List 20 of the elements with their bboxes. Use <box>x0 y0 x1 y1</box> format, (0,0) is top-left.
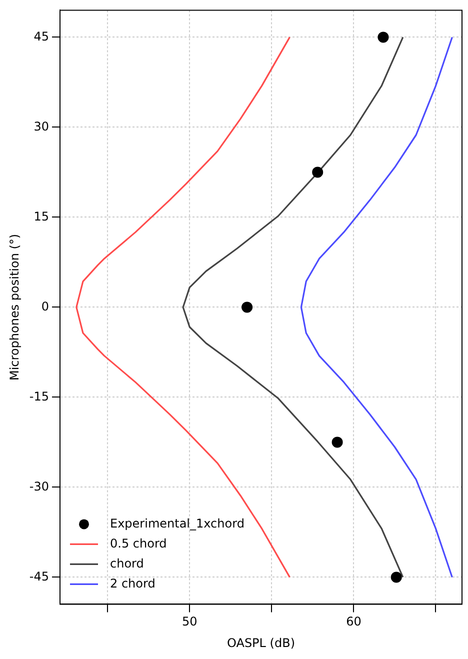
x-tick-label: 50 <box>182 614 198 629</box>
y-tick-label: 30 <box>34 119 49 134</box>
legend-label: 2 chord <box>110 576 156 590</box>
y-tick-label: 15 <box>34 209 49 224</box>
legend-label: 0.5 chord <box>110 536 167 550</box>
point <box>332 436 343 448</box>
point <box>312 166 324 178</box>
point <box>390 572 402 583</box>
point <box>242 302 253 313</box>
legend-label: chord <box>110 556 144 570</box>
point <box>378 32 389 43</box>
y-tick-label: -15 <box>29 389 49 404</box>
y-tick-label: 45 <box>34 29 49 44</box>
x-axis-title: OASPL (dB) <box>226 636 296 650</box>
y-tick-label: -45 <box>29 569 49 584</box>
y-tick-label: -30 <box>29 479 49 494</box>
y-tick-label: 0 <box>41 299 49 314</box>
legend-label: Experimental_1xchord <box>110 516 244 530</box>
x-tick-label: 60 <box>346 614 362 629</box>
y-axis-title: Microphones position (°) <box>7 234 22 381</box>
